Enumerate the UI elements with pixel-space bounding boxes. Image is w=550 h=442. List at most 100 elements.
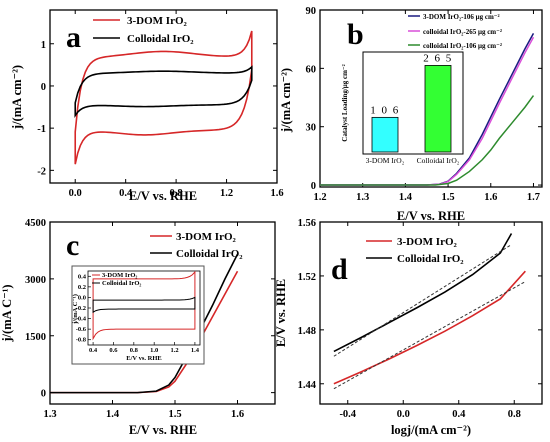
panel-b-legend-label-2: colloidal IrO₂-265 μg cm⁻²: [423, 28, 502, 36]
panel-a-legend-label-1: 3-DOM IrO₂: [127, 15, 188, 27]
panel-d-y-tick-label: 1.56: [298, 218, 316, 229]
panel-c-x-tick-label: 1.4: [106, 409, 120, 420]
panel-b-inset-bar-1: [371, 116, 399, 153]
panel-c-inset-x-title: E/V vs. RHE: [126, 355, 161, 362]
panel-b-y-tick-label: 30: [306, 123, 317, 134]
panel-b-inset-bar-chart: 1 0 6 2 6 5 Catalyst Loading/μg cm⁻² 3-DO…: [341, 51, 464, 165]
panel-c-y-tick-label: 3000: [25, 275, 46, 286]
panel-b-letter: b: [347, 18, 364, 51]
panel-c-inset-y-tick-label: 0.2: [78, 284, 86, 291]
panel-c-inset-x-tick-label: 1.0: [150, 347, 158, 354]
panel-c-y-axis-title: j/(mA C⁻¹): [0, 284, 14, 342]
panel-b-legend-label-1: 3-DOM IrO₂-106 μg cm⁻²: [423, 13, 500, 21]
panel-b-ticks: 1.2 1.3 1.4 1.5 1.6 1.7 0 30 60 90: [306, 6, 542, 203]
panel-c-inset-y-tick-label: 0.0: [78, 294, 86, 301]
panel-a-letter: a: [66, 21, 81, 54]
panel-b-y-tick-label: 0: [311, 181, 316, 192]
panel-a-x-tick-label: 1.6: [270, 188, 283, 199]
panel-a-x-tick-label: 1.2: [220, 188, 233, 199]
panel-d-y-tick-label: 1.44: [298, 380, 317, 391]
panel-c-inset-x-tick-label: 0.8: [130, 347, 139, 354]
panel-d-plot: [333, 233, 526, 390]
panel-d-letter: d: [331, 253, 348, 286]
panel-a-x-tick-label: 0.4: [119, 188, 133, 199]
panel-b-x-tick-label: 1.5: [442, 192, 455, 203]
panel-c-x-tick-label: 1.5: [168, 409, 181, 420]
panel-a-y-tick-label: 0: [41, 82, 46, 93]
panel-c-ticks: 1.3 1.4 1.5 1.6 0 1500 3000 4500: [25, 218, 275, 420]
panel-c-inset-plot: [92, 270, 196, 341]
panel-d: -0.4 0.0 0.4 0.8 1.44 1.48 1.52 1.56 d 3-DOM Ir…: [274, 218, 543, 437]
panel-b-inset-cat-1: 3-DOM IrO₂: [366, 156, 405, 165]
panel-c-frame: [49, 221, 276, 405]
panel-a-x-axis-title: E/V vs. RHE: [129, 189, 197, 203]
panel-c-x-tick-label: 1.6: [231, 409, 244, 420]
panel-c-y-tick-label: 1500: [25, 332, 46, 343]
panel-b-x-tick-label: 1.2: [313, 192, 326, 203]
panel-c-series-2-line: [50, 253, 239, 394]
panel-b: 1.2 1.3 1.4 1.5 1.6 1.7 0 30 60 90 b 3-DOM IrO₂-1…: [279, 6, 543, 223]
panel-d-x-axis-title: logj/(mA cm⁻²): [391, 423, 471, 437]
panel-a-legend-label-2: Colloidal IrO₂: [127, 33, 194, 45]
panel-b-x-tick-label: 1.3: [356, 192, 369, 203]
panel-b-inset-bar-2: [424, 65, 452, 153]
panel-c-x-axis-title: E/V vs. RHE: [129, 423, 197, 437]
panel-d-x-tick-label: 0.8: [508, 409, 521, 420]
panel-b-inset-bar-label-1: 1 0 6: [370, 104, 400, 116]
panel-c-inset-background: [71, 265, 205, 365]
panel-c-y-tick-label: 0: [41, 389, 46, 400]
panel-a-plot: [74, 30, 253, 165]
panel-c-inset-y-tick-label: -0.2: [76, 305, 86, 312]
panel-c-letter: c: [66, 229, 79, 262]
panel-a-y-axis-title: j/(mA cm⁻²): [10, 65, 24, 130]
panel-b-x-tick-label: 1.4: [399, 192, 413, 203]
panel-c-inset-y-tick-label: -0.6: [76, 326, 87, 333]
panel-d-y-axis-title: E/V vs. RHE: [274, 279, 288, 347]
panel-b-x-tick-label: 1.7: [527, 192, 540, 203]
panel-d-series-1-line: [333, 270, 526, 385]
panel-d-x-tick-label: -0.4: [339, 409, 356, 420]
panel-a-y-tick-label: -2: [37, 166, 46, 177]
panel-a-x-tick-label: 0.0: [69, 188, 82, 199]
panel-c-inset-x-tick-label: 1.2: [170, 347, 178, 354]
panel-c-inset-series-1-line: [92, 270, 196, 341]
panel-b-frame: [319, 9, 543, 188]
panel-c-y-tick-label: 4500: [25, 218, 46, 229]
panel-c-inset-x-tick-label: 0.6: [109, 347, 118, 354]
panel-d-series-2-line: [333, 233, 513, 353]
panel-c: 1.3 1.4 1.5 1.6 0 1500 3000 4500 c 3-DOM IrO₂ C…: [0, 218, 276, 437]
panel-b-y-axis-title: j/(mA cm⁻²): [279, 68, 293, 133]
panel-b-y-tick-label: 60: [306, 64, 317, 75]
panel-d-x-tick-label: 0.0: [397, 409, 410, 420]
panel-d-legend-label-2: Colloidal IrO₂: [397, 253, 464, 265]
panel-d-series-1-fit-line: [333, 281, 526, 390]
panel-b-legend-label-3: colloidal IrO₂-106 μg cm⁻²: [423, 42, 502, 50]
panel-a-x-tick-label: 0.8: [170, 188, 183, 199]
panel-d-y-tick-label: 1.48: [298, 326, 316, 337]
panel-d-frame: [319, 221, 543, 405]
panel-c-inset-chart: 0.4 0.6 0.8 1.0 1.2 1.4 0.4 0.2 0.0 -0.2 -0.4 -0.6 -…: [71, 265, 205, 365]
panel-b-inset-bar-label-2: 2 6 5: [423, 52, 453, 64]
panel-c-inset-y-tick-label: 0.4: [78, 273, 87, 280]
panel-c-inset-legend-1: 3-DOM IrO₂: [102, 272, 137, 279]
panel-c-inset-series-2-line: [92, 296, 196, 314]
panel-d-x-tick-label: 0.4: [452, 409, 466, 420]
panel-c-plot: [50, 253, 239, 394]
panel-a-frame: [49, 9, 278, 184]
panel-d-ticks: -0.4 0.0 0.4 0.8 1.44 1.48 1.52 1.56: [298, 218, 542, 420]
panel-c-inset-legend-2: Colloidal IrO₂: [102, 280, 141, 287]
panel-c-inset-y-title: j/(mA C⁻¹): [72, 294, 79, 325]
panel-d-y-tick-label: 1.52: [298, 272, 316, 283]
panel-b-inset-cat-2: Colloidal IrO₂: [417, 156, 460, 165]
panel-a-series-2-line: [74, 65, 253, 119]
panel-a-ticks: 0.0 0.4 0.8 1.2 1.6 1 0 -1 -2: [37, 10, 284, 199]
panel-b-plot: [320, 32, 535, 186]
panel-b-inset-y-title: Catalyst Loading/μg cm⁻²: [341, 64, 349, 141]
panel-a-y-tick-label: 1: [41, 40, 46, 51]
panel-c-legend-label-2: Colloidal IrO₂: [176, 248, 243, 260]
panel-c-inset-y-tick-label: -0.8: [76, 337, 87, 344]
panel-d-legend-label-1: 3-DOM IrO₂: [397, 236, 458, 248]
panel-a-y-tick-label: -1: [37, 124, 46, 135]
panel-c-inset-x-tick-label: 0.4: [89, 347, 98, 354]
panel-c-inset-y-tick-label: -0.4: [76, 316, 87, 323]
